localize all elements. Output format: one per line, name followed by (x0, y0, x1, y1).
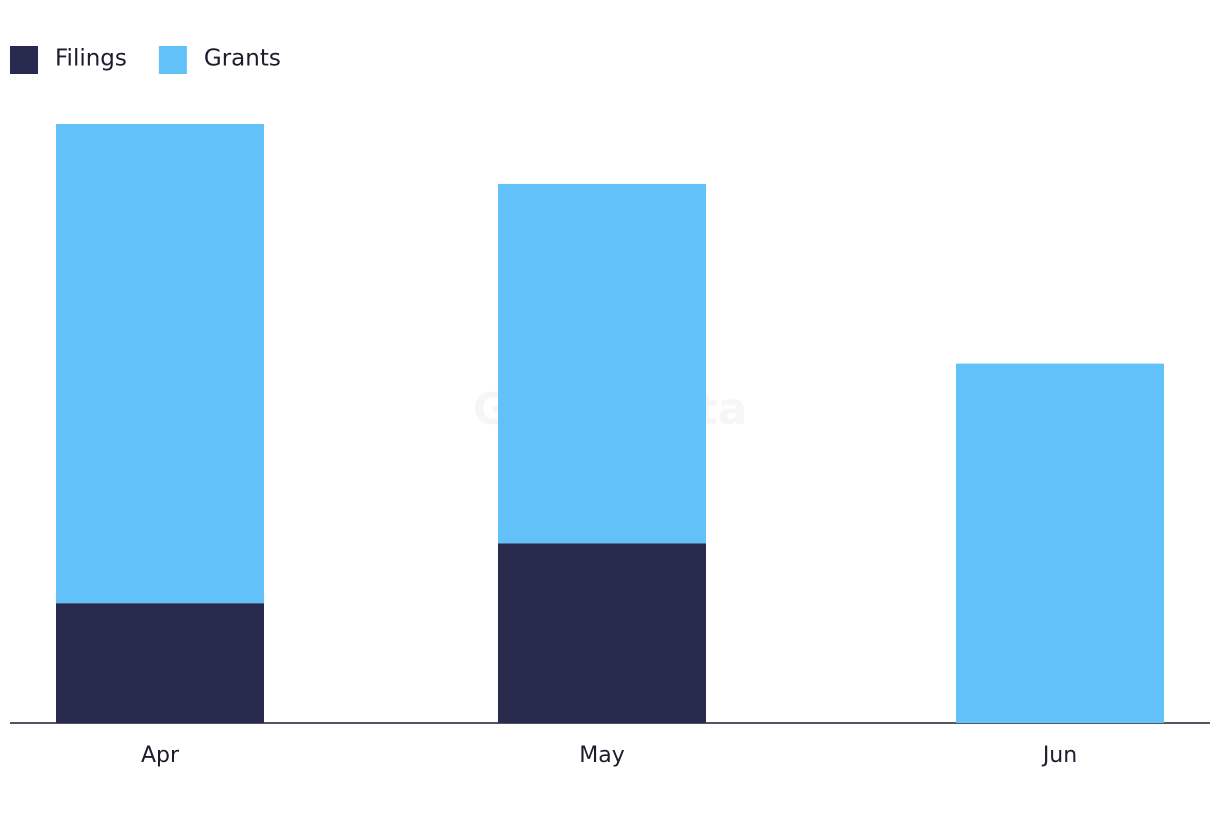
legend-label: Filings (55, 46, 127, 72)
legend-swatch (10, 46, 38, 74)
bar-segment (498, 543, 706, 723)
bar-segment (498, 183, 706, 544)
bar-segment (56, 603, 264, 723)
bar-segment (56, 124, 264, 604)
x-tick-label: Apr (141, 743, 180, 768)
legend-swatch (158, 46, 187, 74)
x-tick-label: May (579, 743, 624, 768)
legend-label: Grants (204, 46, 281, 72)
x-tick-label: Jun (1041, 743, 1077, 768)
bar-segment (956, 363, 1164, 723)
